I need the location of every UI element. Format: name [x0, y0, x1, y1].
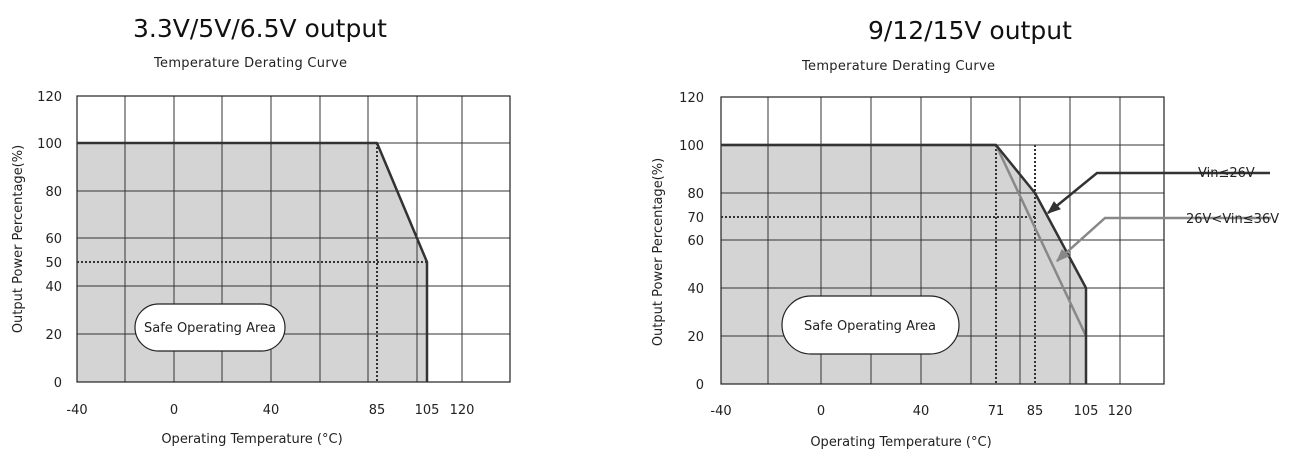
derating-plot: Safe Operating Area -40 0 40 85 105 120 0 20 40 50…	[11, 90, 511, 447]
x-tick-label: 0	[817, 404, 825, 419]
x-tick-label: 120	[450, 403, 475, 418]
y-tick-label: 50	[45, 256, 62, 271]
y-tick-label: 120	[679, 91, 704, 106]
x-axis-label: Operating Temperature (°C)	[161, 432, 342, 447]
plot-frame	[76, 95, 511, 383]
y-tick-label: 100	[679, 139, 704, 154]
series-line-0	[721, 143, 1088, 384]
y-tick-label: 60	[687, 234, 704, 249]
y-tick-label: 120	[37, 90, 62, 105]
y-tick-label: 70	[687, 211, 704, 226]
y-axis-label: Output Power Percentage(%)	[11, 145, 26, 333]
series-line-0	[77, 141, 429, 382]
x-tick-label: 85	[369, 403, 386, 418]
y-axis-label: Output Power Percentage(%)	[651, 158, 666, 346]
x-tick-label: 85	[1027, 404, 1044, 419]
y-tick-label: 0	[54, 376, 62, 391]
x-tick-label: 105	[1074, 404, 1099, 419]
legend-label-1: 26V<Vin≤36V	[1186, 212, 1279, 227]
x-axis-label: Operating Temperature (°C)	[810, 435, 991, 450]
y-tick-label: 80	[45, 185, 62, 200]
derating-chart-low-voltage: 3.3V/5V/6.5V output Temperature Derating…	[11, 14, 511, 447]
y-tick-label: 20	[45, 328, 62, 343]
x-tick-label: 40	[263, 403, 280, 418]
x-tick-label: 120	[1108, 404, 1133, 419]
safe-area-label-box	[134, 303, 286, 352]
legend-arrowhead-1	[1056, 249, 1070, 262]
derating-plot: Safe Operating Area -40 0 40 71 85 105 120 0 20 40…	[651, 91, 1279, 450]
y-tick-label: 40	[45, 280, 62, 295]
y-tick-label: 100	[37, 137, 62, 152]
safe-area-label: Safe Operating Area	[804, 319, 936, 334]
safe-area-label: Safe Operating Area	[144, 321, 276, 336]
legend-arrow-1	[1056, 216, 1271, 262]
chart-title: 9/12/15V output	[868, 16, 1072, 45]
y-tick-label: 40	[687, 282, 704, 297]
x-tick-label: 0	[170, 403, 178, 418]
x-tick-label: 105	[415, 403, 440, 418]
x-tick-label: 40	[913, 404, 930, 419]
x-tick-label: -40	[66, 403, 87, 418]
legend-arrow-0	[1047, 171, 1270, 214]
x-tick-label: -40	[710, 404, 731, 419]
chart-subtitle: Temperature Derating Curve	[802, 59, 996, 74]
x-tick-label: 71	[988, 404, 1005, 419]
y-tick-label: 80	[687, 187, 704, 202]
derating-chart-high-voltage: 9/12/15V output Temperature Derating Cur…	[646, 0, 1292, 454]
legend-arrowhead-0	[1046, 201, 1061, 214]
legend-label-0: Vin≤26V	[1198, 166, 1255, 181]
safe-area-label-box	[781, 295, 960, 355]
chart-subtitle: Temperature Derating Curve	[154, 56, 348, 71]
y-tick-label: 60	[45, 232, 62, 247]
y-tick-label: 20	[687, 330, 704, 345]
chart-title: 3.3V/5V/6.5V output	[133, 14, 387, 43]
plot-frame	[720, 96, 1165, 385]
y-tick-label: 0	[696, 378, 704, 393]
